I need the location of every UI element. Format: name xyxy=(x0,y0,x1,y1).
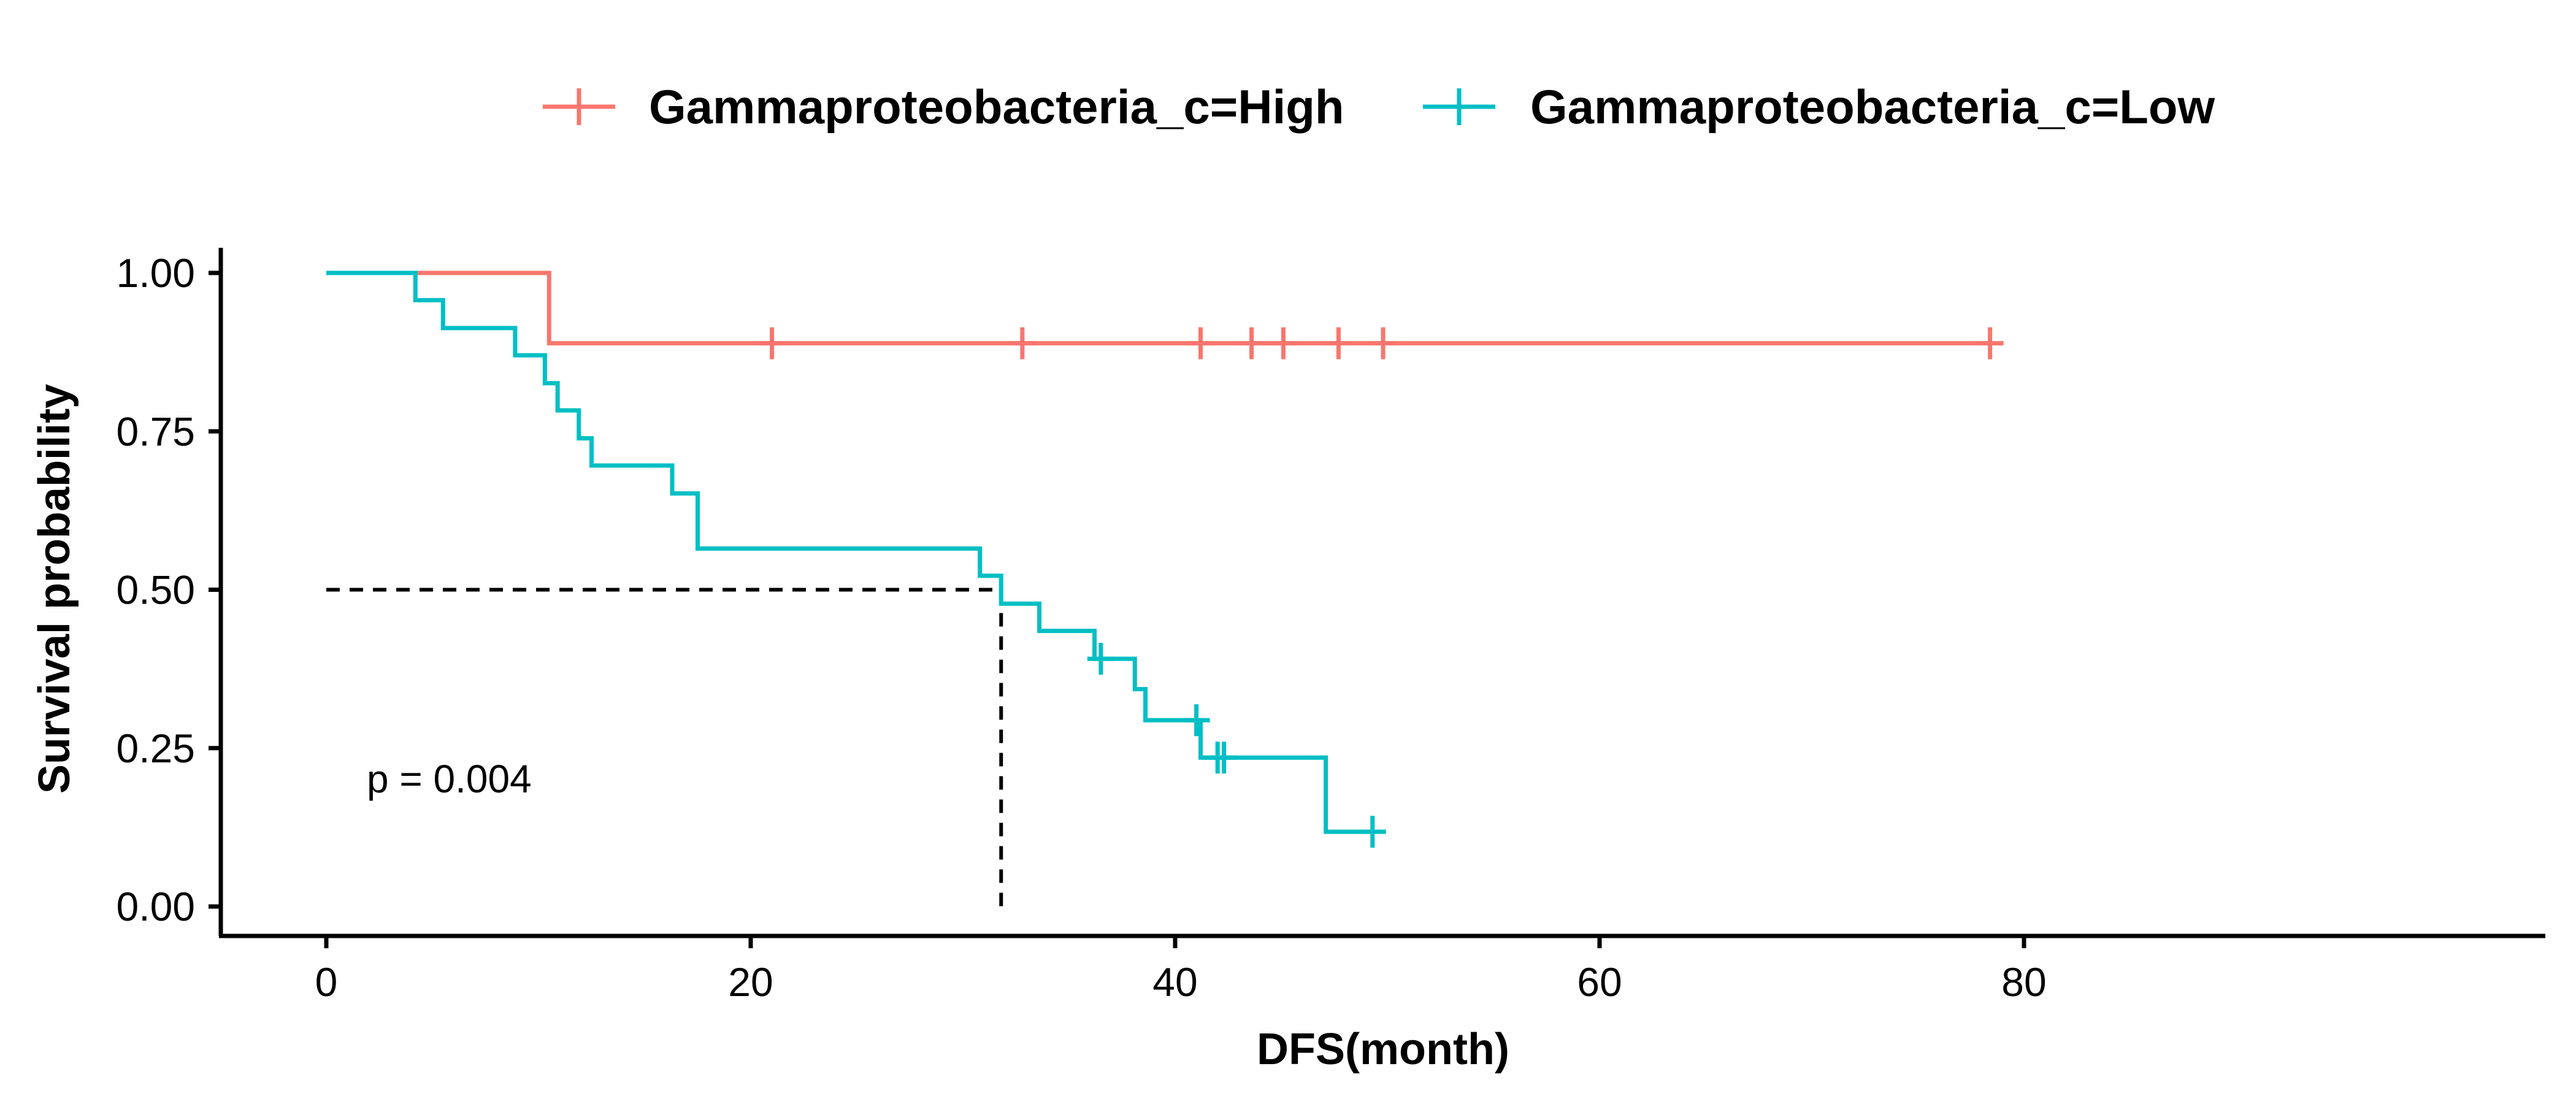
y-tick-label: 0.00 xyxy=(117,884,195,929)
median-survival-lines xyxy=(326,588,1003,907)
y-tick-label: 0.75 xyxy=(117,408,195,454)
legend-item-high: Gammaproteobacteria_c=High xyxy=(543,80,1344,134)
y-tick-label: 0.25 xyxy=(117,726,195,771)
axes: 0.00 0.25 0.50 0.75 1.00 0 20 40 60 80 DFS(month… xyxy=(30,248,2545,1074)
legend-item-low: Gammaproteobacteria_c=Low xyxy=(1423,80,2215,134)
x-tick-label: 40 xyxy=(1152,959,1197,1005)
legend-label-low: Gammaproteobacteria_c=Low xyxy=(1530,80,2215,134)
survival-curves xyxy=(326,270,2004,848)
legend-label-high: Gammaproteobacteria_c=High xyxy=(649,80,1344,134)
x-tick-label: 60 xyxy=(1577,959,1622,1005)
x-tick-label: 0 xyxy=(315,959,338,1005)
y-tick-label: 0.50 xyxy=(117,567,195,613)
x-tick-label: 80 xyxy=(2001,959,2046,1005)
x-ticks: 0 20 40 60 80 xyxy=(315,936,2047,1005)
x-axis-title: DFS(month) xyxy=(1257,1025,1509,1074)
p-value-annotation: p = 0.004 xyxy=(367,757,532,801)
y-ticks: 0.00 0.25 0.50 0.75 1.00 xyxy=(117,250,221,929)
legend: Gammaproteobacteria_c=High Gammaproteoba… xyxy=(543,80,2215,134)
y-axis-title: Survival probability xyxy=(30,384,79,794)
y-tick-label: 1.00 xyxy=(117,250,195,296)
survival-curve-low xyxy=(326,270,1373,834)
survival-curve-high xyxy=(326,270,1990,346)
x-tick-label: 20 xyxy=(728,959,773,1005)
